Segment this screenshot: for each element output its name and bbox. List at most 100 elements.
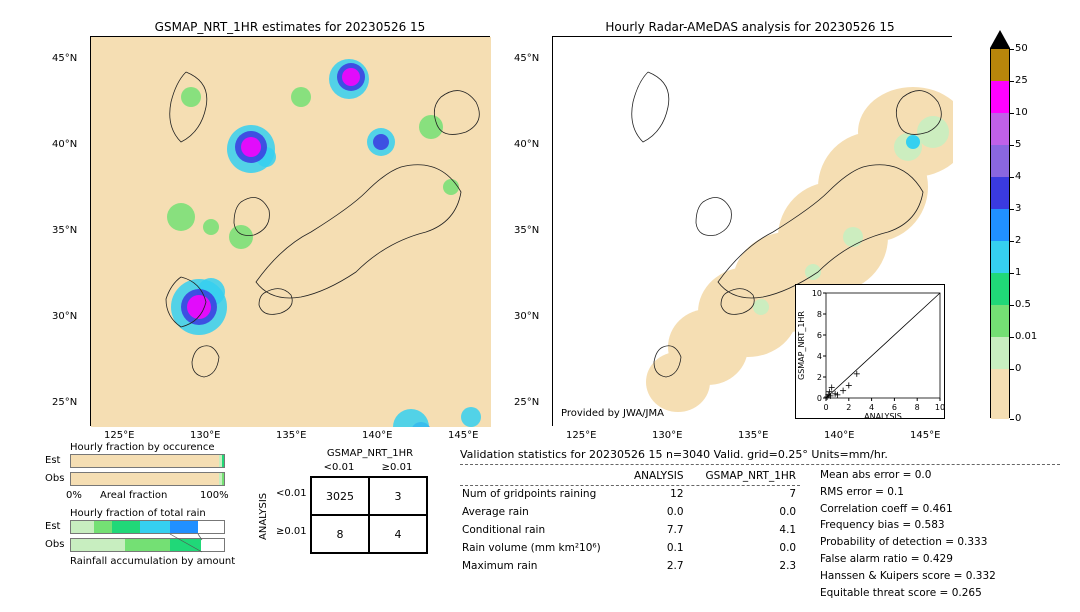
- cmp-b: 2.3: [706, 558, 817, 574]
- xtick-140°E: 140°E: [362, 430, 392, 441]
- ytick-35°N: 35°N: [52, 225, 77, 236]
- svg-text:4: 4: [817, 352, 822, 361]
- cb-tick-0.01: 0.01: [1015, 331, 1037, 342]
- score-row: RMS error = 0.1: [820, 484, 996, 501]
- cmp-b: 0.0: [706, 504, 817, 520]
- occurrence-title: Hourly fraction by occurence: [70, 442, 214, 453]
- cmp-label: Conditional rain: [462, 522, 632, 538]
- skill-scores: Mean abs error = 0.0RMS error = 0.1Corre…: [820, 467, 996, 601]
- cb-tick-10: 10: [1015, 107, 1028, 118]
- cb-tick-25: 25: [1015, 75, 1028, 86]
- left-map-title: GSMAP_NRT_1HR estimates for 20230526 15: [80, 20, 500, 34]
- tot-row-obs: Obs: [45, 539, 64, 550]
- occ-xlabel: Areal fraction: [100, 490, 167, 501]
- ytick-40°N: 40°N: [52, 139, 77, 150]
- occ-row-obs: Obs: [45, 473, 64, 484]
- xtick-125°E: 125°E: [566, 430, 596, 441]
- cmp-a: 12: [634, 486, 704, 502]
- cmp-a: 0.1: [634, 540, 704, 556]
- ytick-35°N: 35°N: [514, 225, 539, 236]
- ytick-40°N: 40°N: [514, 139, 539, 150]
- cb-tick-50: 50: [1015, 43, 1028, 54]
- score-row: False alarm ratio = 0.429: [820, 551, 996, 568]
- cmp-b: 7: [706, 486, 817, 502]
- ytick-30°N: 30°N: [514, 311, 539, 322]
- xtick-130°E: 130°E: [190, 430, 220, 441]
- scatter-inset: 00224466881010ANALYSISGSMAP_NRT_1HR: [795, 284, 945, 419]
- xtick-145°E: 145°E: [448, 430, 478, 441]
- provider-label: Provided by JWA/JMA: [561, 408, 664, 419]
- ytick-30°N: 30°N: [52, 311, 77, 322]
- svg-text:0: 0: [823, 403, 828, 412]
- ct-col0: <0.01: [310, 462, 368, 473]
- ct-row0: <0.01: [276, 488, 307, 499]
- score-row: Frequency bias = 0.583: [820, 517, 996, 534]
- ct-col1: ≥0.01: [368, 462, 426, 473]
- svg-text:GSMAP_NRT_1HR: GSMAP_NRT_1HR: [797, 311, 806, 380]
- svg-text:8: 8: [817, 310, 822, 319]
- tot-row-est: Est: [45, 521, 60, 532]
- ct-01: 3: [369, 477, 427, 515]
- tot-bar-obs: [70, 538, 225, 552]
- right-map-panel: Provided by JWA/JMA 00224466881010ANALYS…: [552, 36, 952, 426]
- ct-col-header: GSMAP_NRT_1HR: [310, 448, 430, 459]
- comparison-table: ANALYSIS GSMAP_NRT_1HR Num of gridpoints…: [460, 466, 818, 576]
- ytick-45°N: 45°N: [514, 53, 539, 64]
- cmp-h2: GSMAP_NRT_1HR: [706, 468, 817, 484]
- colorbar: 502510543210.50.0100: [990, 48, 1010, 418]
- cb-tick-1: 1: [1015, 267, 1021, 278]
- cb-tick-4: 4: [1015, 171, 1021, 182]
- svg-text:6: 6: [892, 403, 897, 412]
- score-row: Probability of detection = 0.333: [820, 534, 996, 551]
- validation-header: Validation statistics for 20230526 15 n=…: [460, 448, 888, 461]
- ytick-25°N: 25°N: [514, 397, 539, 408]
- tot-bar-est: [70, 520, 225, 534]
- left-map-svg: [91, 37, 491, 427]
- ct-row-header: ANALYSIS: [258, 493, 269, 540]
- svg-text:0: 0: [817, 394, 822, 403]
- ct-10: 8: [311, 515, 369, 553]
- cmp-a: 0.0: [634, 504, 704, 520]
- cmp-label: Num of gridpoints raining: [462, 486, 632, 502]
- svg-text:ANALYSIS: ANALYSIS: [864, 412, 902, 420]
- cb-tick-2: 2: [1015, 235, 1021, 246]
- ytick-25°N: 25°N: [52, 397, 77, 408]
- score-row: Equitable threat score = 0.265: [820, 585, 996, 602]
- cmp-h1: ANALYSIS: [634, 468, 704, 484]
- total-footer: Rainfall accumulation by amount: [70, 556, 235, 567]
- svg-text:10: 10: [935, 403, 945, 412]
- cmp-b: 4.1: [706, 522, 817, 538]
- dash-top: [460, 464, 1060, 465]
- svg-text:2: 2: [817, 373, 822, 382]
- cb-tick-0.5: 0.5: [1015, 299, 1031, 310]
- xtick-130°E: 130°E: [652, 430, 682, 441]
- occ-xright: 100%: [200, 490, 229, 501]
- cmp-a: 2.7: [634, 558, 704, 574]
- svg-text:6: 6: [817, 331, 822, 340]
- cmp-label: Average rain: [462, 504, 632, 520]
- cb-tick-3: 3: [1015, 203, 1021, 214]
- cb-tick-0: 0: [1015, 413, 1021, 424]
- cb-tick-0: 0: [1015, 363, 1021, 374]
- svg-text:4: 4: [869, 403, 874, 412]
- cmp-label: Rain volume (mm km²10⁶): [462, 540, 632, 556]
- colorbar-extend-triangle: [989, 30, 1011, 48]
- cmp-a: 7.7: [634, 522, 704, 538]
- occ-xleft: 0%: [66, 490, 82, 501]
- ytick-45°N: 45°N: [52, 53, 77, 64]
- cb-tick-5: 5: [1015, 139, 1021, 150]
- ct-00: 3025: [311, 477, 369, 515]
- svg-text:10: 10: [812, 289, 822, 298]
- xtick-140°E: 140°E: [824, 430, 854, 441]
- dash-mid: [460, 485, 800, 486]
- xtick-145°E: 145°E: [910, 430, 940, 441]
- total-title: Hourly fraction of total rain: [70, 508, 206, 519]
- score-row: Correlation coeff = 0.461: [820, 501, 996, 518]
- xtick-135°E: 135°E: [738, 430, 768, 441]
- right-map-title: Hourly Radar-AMeDAS analysis for 2023052…: [540, 20, 960, 34]
- ct-11: 4: [369, 515, 427, 553]
- score-row: Mean abs error = 0.0: [820, 467, 996, 484]
- occ-bar-est: [70, 454, 225, 468]
- ct-row1: ≥0.01: [276, 526, 307, 537]
- xtick-135°E: 135°E: [276, 430, 306, 441]
